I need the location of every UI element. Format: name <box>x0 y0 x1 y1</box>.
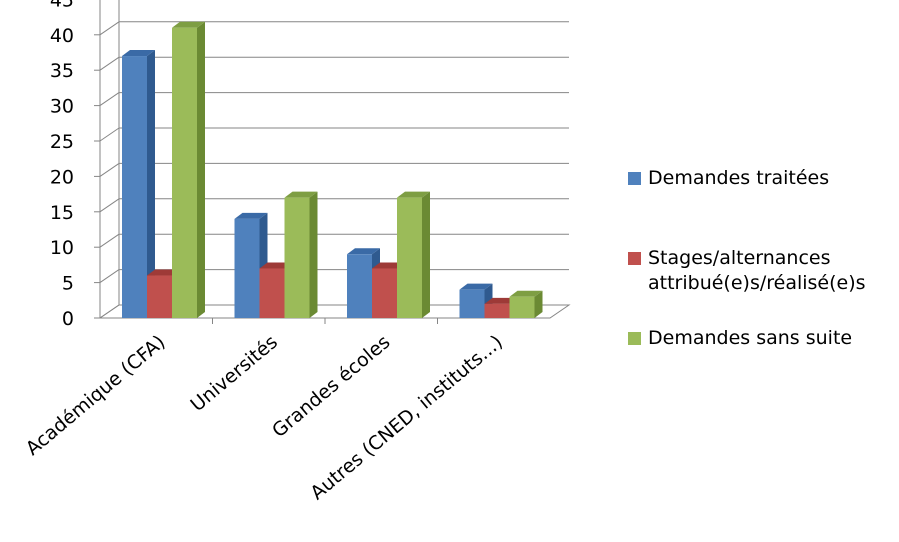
bar-side-demandes-sans-suite <box>197 21 205 318</box>
x-tick-label: Académique (CFA) <box>22 331 170 460</box>
y-tick-label: 45 <box>50 0 74 11</box>
bar-top-demandes-trait-es <box>234 212 268 219</box>
legend-item-demandes-traitees: Demandes traitées <box>628 166 829 191</box>
bar-stages-alternances-attribu-e-s-r-alis-e-s <box>259 268 285 318</box>
gridline-side <box>99 56 120 71</box>
bar-top-demandes-trait-es <box>459 283 493 290</box>
gridline-side <box>99 269 120 284</box>
y-tick-label: 40 <box>50 25 74 47</box>
bar-top-stages-alternances-attribu-e-s-r-alis-e-s <box>259 262 293 269</box>
y-tick-label: 25 <box>50 131 74 153</box>
y-tick-label: 30 <box>50 96 74 118</box>
y-tick-label: 20 <box>50 166 74 188</box>
bar-side-demandes-trait-es <box>147 50 155 318</box>
bar-demandes-sans-suite <box>172 27 197 318</box>
bar-top-demandes-sans-suite <box>284 191 318 198</box>
bar-demandes-sans-suite <box>284 197 310 318</box>
legend-swatch <box>628 172 641 185</box>
bar-stages-alternances-attribu-e-s-r-alis-e-s <box>484 303 510 318</box>
y-tick-label: 0 <box>62 308 74 330</box>
bar-side-demandes-sans-suite <box>309 191 318 318</box>
gridline-side <box>99 127 120 142</box>
bar-top-stages-alternances-attribu-e-s-r-alis-e-s <box>484 297 518 304</box>
bar-stages-alternances-attribu-e-s-r-alis-e-s <box>372 268 397 318</box>
gridline-side <box>99 198 120 213</box>
legend-label: Stages/alternances attribué(e)s/réalisé(… <box>648 247 866 294</box>
bar-top-demandes-trait-es <box>347 248 380 255</box>
bar-stages-alternances-attribu-e-s-r-alis-e-s <box>147 275 172 318</box>
bar-demandes-trait-es <box>234 218 260 318</box>
legend-label: Demandes sans suite <box>648 327 853 349</box>
bar-side-demandes-sans-suite <box>422 191 430 318</box>
y-tick-label: 10 <box>50 237 74 259</box>
x-tick-label: Grandes écoles <box>268 331 394 442</box>
legend-swatch <box>628 252 641 265</box>
bar-demandes-trait-es <box>459 289 485 318</box>
bar-top-stages-alternances-attribu-e-s-r-alis-e-s <box>372 262 405 269</box>
bar-demandes-sans-suite <box>509 296 535 318</box>
y-tick-label: 15 <box>50 202 74 224</box>
bar-side-demandes-sans-suite <box>534 290 543 318</box>
bar-top-demandes-sans-suite <box>509 290 543 297</box>
legend-label: Demandes traitées <box>648 167 830 189</box>
legend-swatch <box>628 332 641 345</box>
legend-item-stages-alternances: Stages/alternances attribué(e)s/réalisé(… <box>628 246 866 296</box>
chart-area: 0 5 10 15 20 25 30 35 40 45 Académique (CFA) Univer… <box>22 0 571 504</box>
gridline-side <box>99 162 120 177</box>
bar-demandes-sans-suite <box>397 197 422 318</box>
y-tick-label: 5 <box>62 273 74 295</box>
bar-top-demandes-sans-suite <box>172 21 205 28</box>
bar-top-demandes-sans-suite <box>397 191 430 198</box>
x-tick-label: Autres (CNED, instituts...) <box>306 331 507 504</box>
bar-top-demandes-trait-es <box>122 50 155 57</box>
bar-demandes-trait-es <box>347 254 372 318</box>
x-tick-label: Universités <box>186 331 281 416</box>
gridline-side <box>99 233 120 248</box>
gridline-side <box>99 21 120 36</box>
bar-top-stages-alternances-attribu-e-s-r-alis-e-s <box>147 269 180 276</box>
gridline-side <box>99 92 120 107</box>
bar-chart: 0 5 10 15 20 25 30 35 40 45 Académique (CFA) Univer… <box>22 0 571 504</box>
y-tick-label: 35 <box>50 60 74 82</box>
legend-item-demandes-sans-suite: Demandes sans suite <box>628 326 852 351</box>
bar-demandes-trait-es <box>122 56 147 318</box>
